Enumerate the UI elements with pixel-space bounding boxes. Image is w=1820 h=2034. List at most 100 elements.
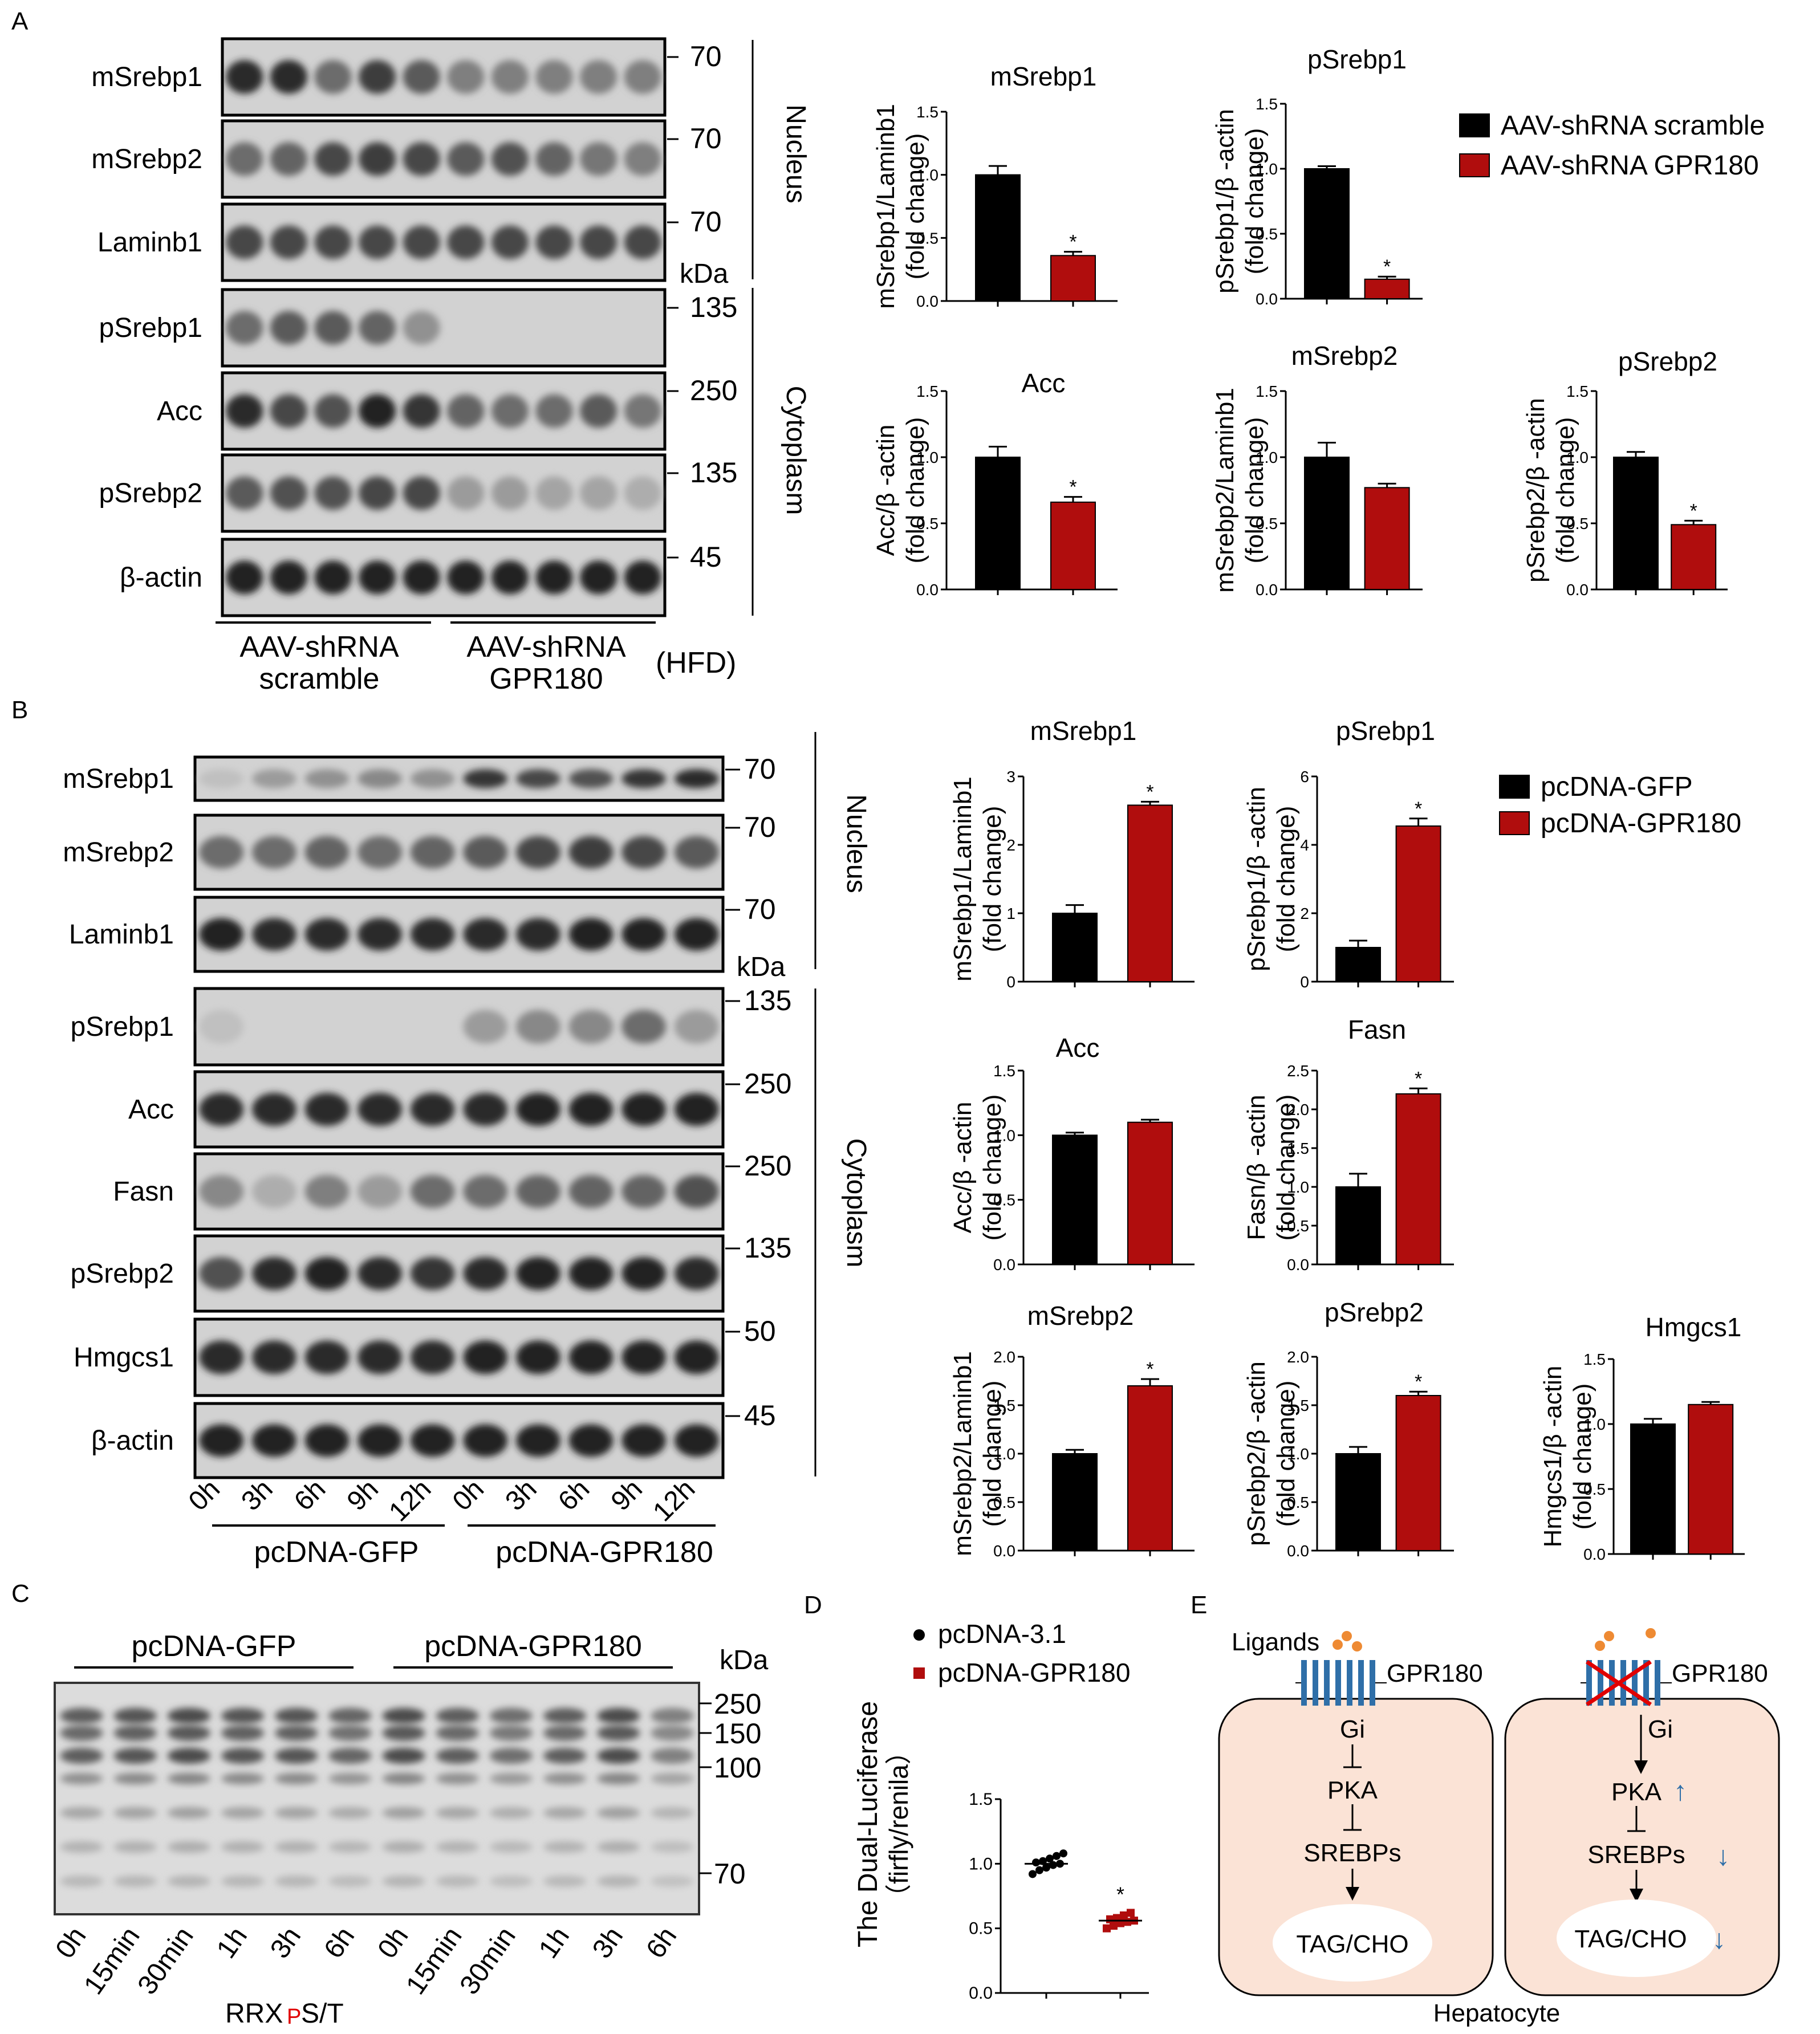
y-tick-label: 1.5 [1256,383,1278,400]
band [328,1876,372,1887]
y-tick-label: 1.5 [1256,95,1278,113]
motif-phospho-label: P [287,2005,301,2029]
band [167,1876,211,1887]
mw-label: 100 [714,1752,761,1784]
mw-label: 70 [744,753,776,785]
bar [1335,947,1381,982]
blot-row-label: Laminb1 [69,920,174,950]
band [382,1876,425,1887]
band [252,1174,296,1209]
receptor-helix [1586,1660,1592,1706]
band [199,1340,244,1374]
data-point [1110,1922,1118,1930]
band [516,1092,560,1126]
band [226,476,263,510]
band [403,225,440,259]
receptor-helix [1313,1660,1318,1706]
band [226,60,263,94]
legend-swatch [1499,775,1530,799]
y-tick-label: 1.5 [1583,1350,1606,1368]
band [489,1773,533,1784]
chart-title: pSrebp1 [1336,716,1435,746]
motif-label: RRX [225,1999,283,2029]
legend-label: AAV-shRNA scramble [1501,111,1765,141]
band [270,311,307,345]
bar [1395,1093,1441,1266]
mw-label: 250 [690,375,737,406]
band [314,476,352,510]
data-point [1042,1864,1050,1872]
group-label: pcDNA-GPR180 [424,1630,641,1663]
bar [1613,457,1659,590]
data-point [1032,1858,1040,1867]
band [535,476,573,510]
nucleus-label: Nucleus [781,104,811,203]
mw-label: 250 [744,1068,791,1100]
band [221,1748,265,1764]
band [463,918,508,951]
lane-label: 15min [400,1922,468,2000]
band [304,1092,350,1126]
ligand-dot [1332,1640,1343,1650]
band [403,476,440,510]
y-tick-label: 1.0 [1256,449,1278,466]
significance-label: * [1116,1882,1124,1906]
band [410,1256,455,1291]
band [60,1748,103,1764]
panel-letter-c: C [11,1580,30,1608]
blot-row-label: Hmgcs1 [74,1343,174,1373]
band [489,1748,533,1764]
band [226,225,263,259]
y-tick-label: 0.0 [1256,290,1278,308]
band [621,1010,666,1044]
band [410,769,455,788]
kda-label: kDa [737,952,786,982]
bar [1127,1385,1173,1551]
legend-a: AAV-shRNA scramble AAV-shRNA GPR180 [1459,111,1765,181]
legend-marker [913,1629,925,1641]
bar [1304,168,1350,299]
panel-letter-a: A [11,7,29,35]
band [358,1256,402,1291]
band [314,60,352,94]
band [358,1340,402,1374]
group-label: AAV-shRNA [466,630,626,664]
chart-title: pSrebp2 [1618,347,1717,376]
y-tick-label: 0.0 [916,292,939,310]
y-axis-label: The Dual-Luciferase [853,1701,883,1947]
y-tick-label: 1.0 [1256,160,1278,178]
gpr180-receptor-knockdown [1581,1660,1672,1706]
blot-row-label: Acc [157,396,202,426]
y-tick-label: 1 [1006,905,1015,922]
band [568,1424,614,1457]
lane-label: 30min [132,1922,199,2000]
band [199,1256,244,1291]
band [624,394,661,428]
y-tick-label: 1.5 [916,103,939,121]
y-tick-label: 2.0 [993,1348,1015,1366]
band [491,560,529,595]
band [226,311,263,345]
band [674,1340,719,1374]
srebps-label: SREBPs [1587,1841,1685,1869]
ligand-dot [1646,1628,1656,1638]
data-point [1035,1866,1043,1874]
band [199,1010,244,1044]
band [543,1773,587,1784]
y-tick-label: 0.0 [969,1984,993,2003]
blot-row-label: β-actin [120,563,202,593]
band [275,1708,318,1724]
chart-title: Acc [1022,368,1066,398]
chart-title: mSrebp2 [1027,1301,1134,1331]
band [674,1010,719,1044]
band [199,769,244,788]
band [516,1424,560,1457]
lane-label: 9h [606,1474,648,1516]
tag-label: TAG/CHO [1296,1930,1408,1958]
band [580,225,618,259]
band [436,1708,479,1724]
band [516,836,560,869]
band [328,1841,372,1853]
receptor-helix [1632,1660,1638,1706]
